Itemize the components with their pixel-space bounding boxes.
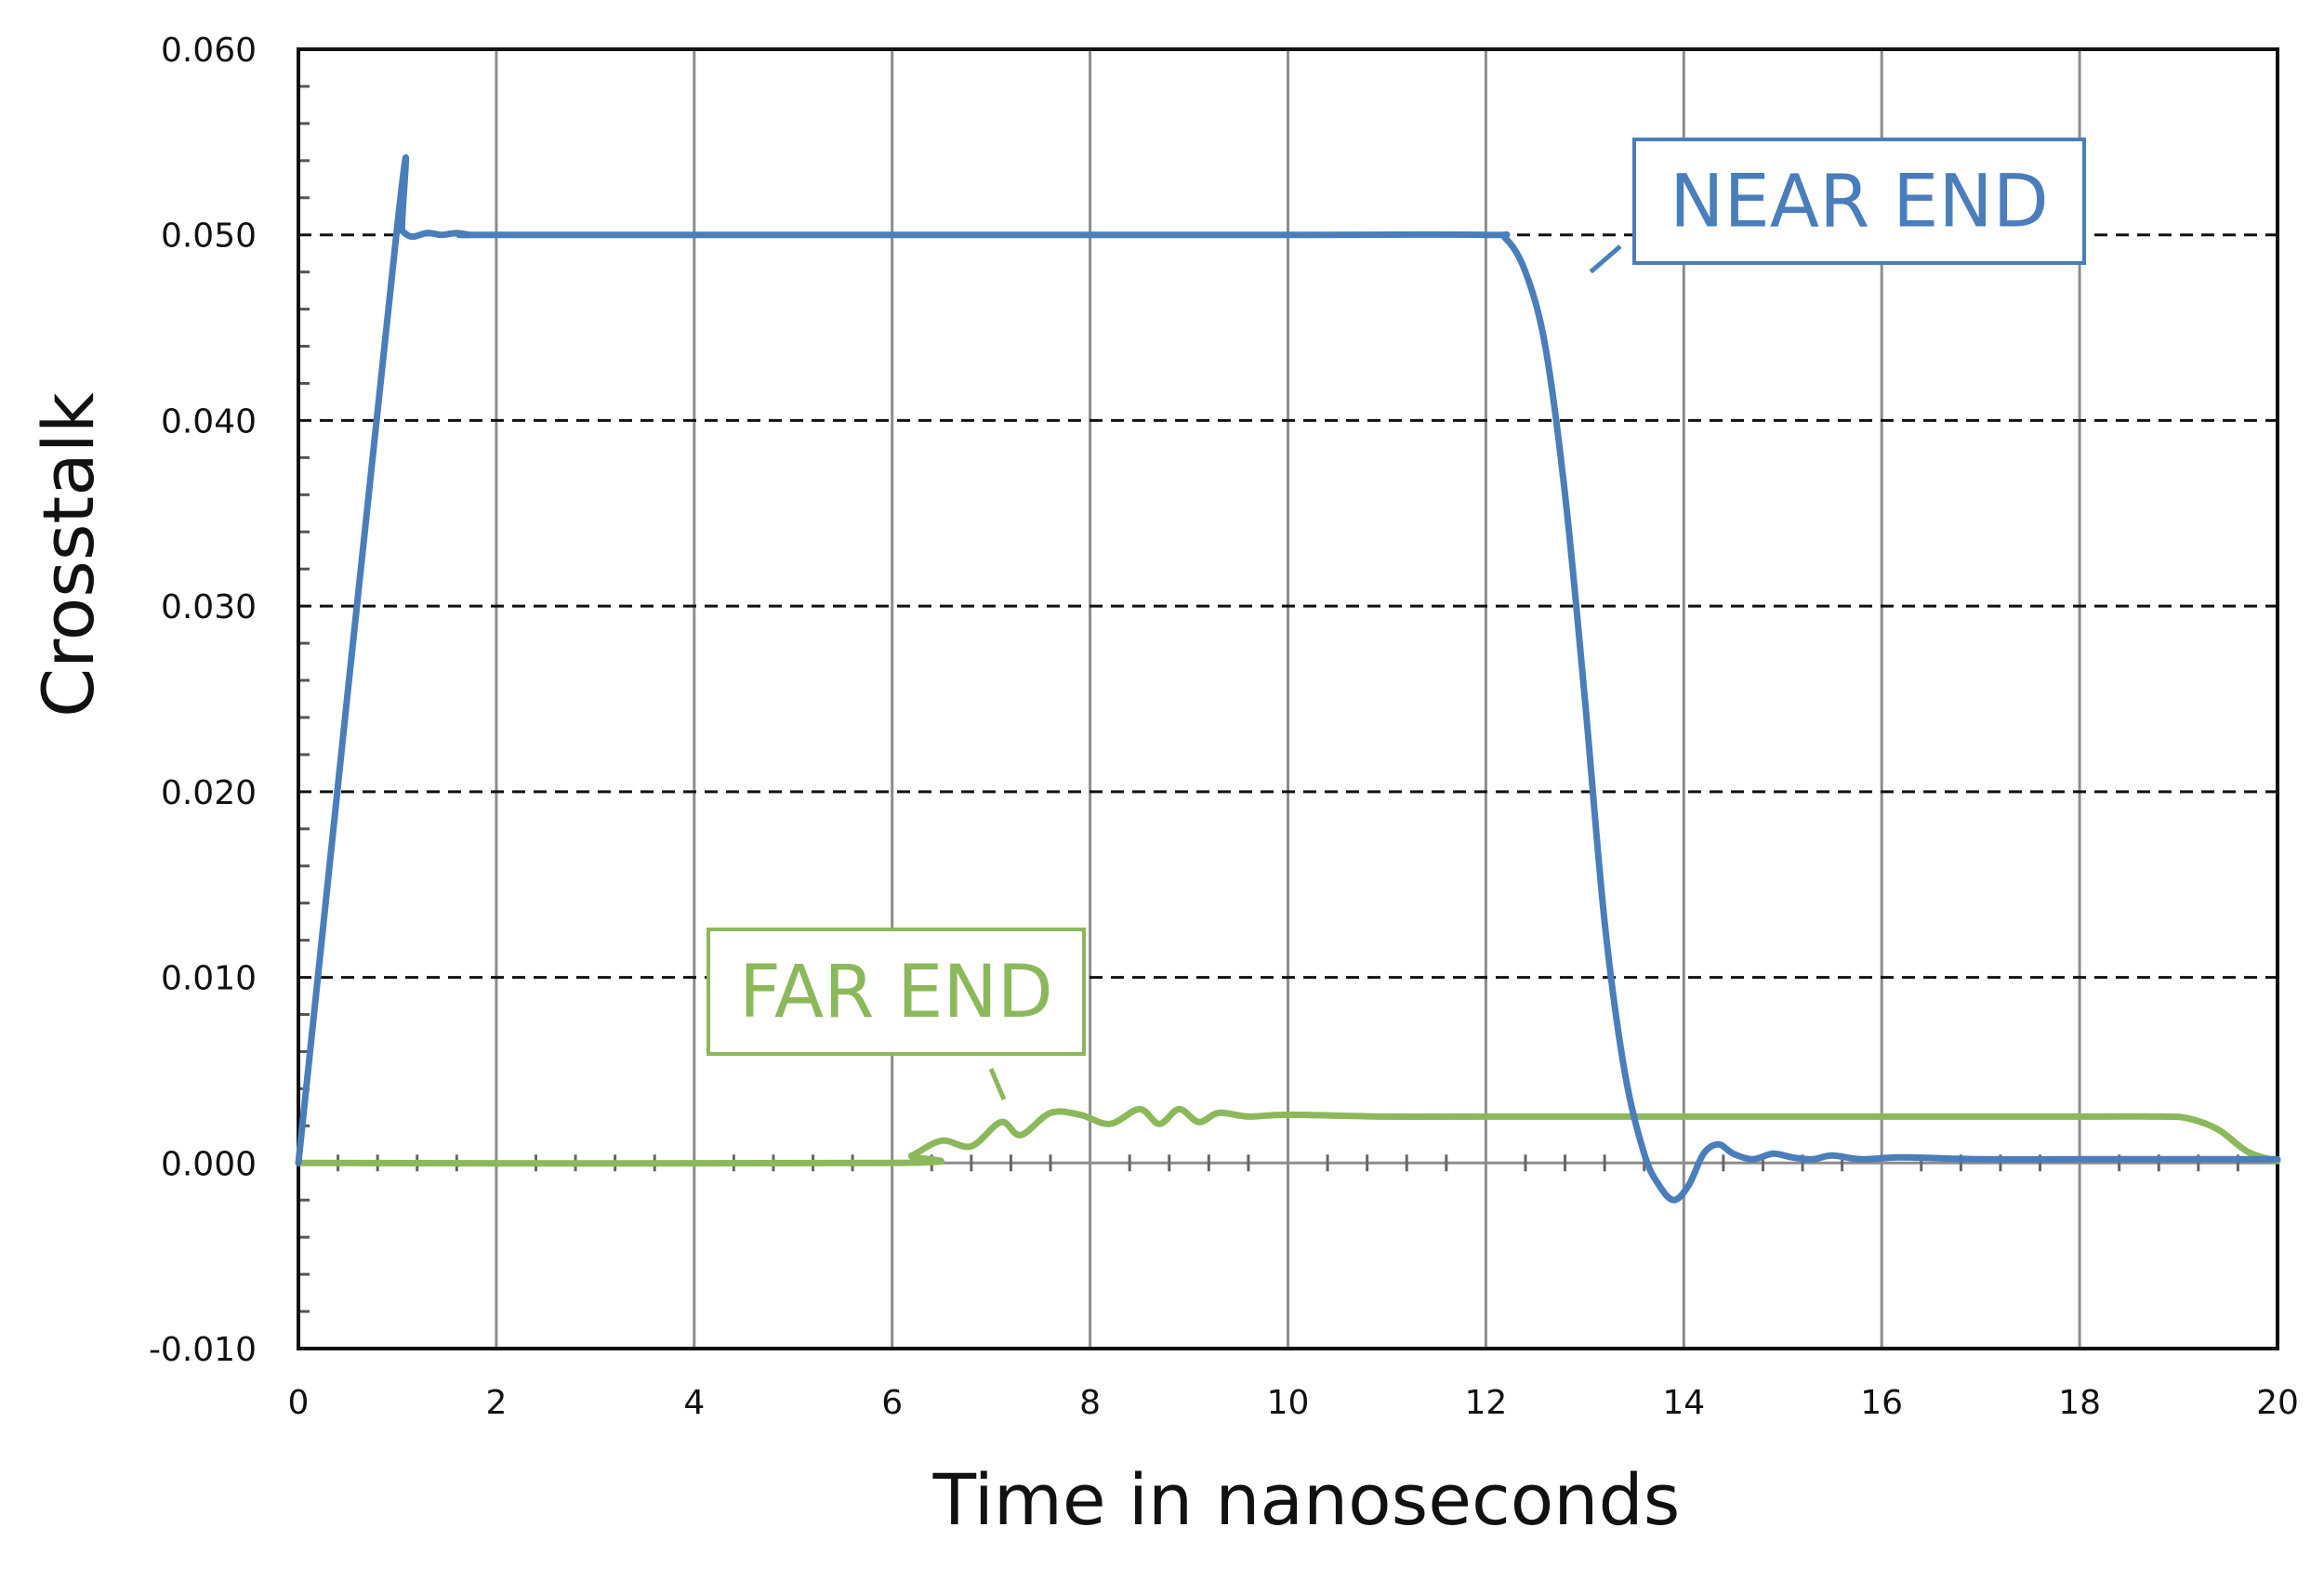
x-tick-label: 20 [2256,1384,2299,1422]
x-tick-label: 8 [1079,1384,1101,1422]
x-tick-label: 0 [288,1384,310,1422]
x-tick-label: 2 [485,1384,507,1422]
y-tick-label: 0.060 [161,32,257,70]
y-tick-label: 0.030 [161,588,257,626]
far-end-series-line [295,1105,2281,1167]
y-tick-label: 0.010 [161,960,257,998]
x-tick-label: 10 [1267,1384,1310,1422]
near-end-label: NEAR END [1670,161,2049,244]
y-tick-label: -0.010 [149,1331,257,1369]
near-end-callout: NEAR END [1584,138,2086,278]
y-tick-label: 0.000 [161,1145,257,1183]
x-tick-label: 4 [683,1384,705,1422]
x-tick-label: 14 [1662,1384,1705,1422]
series-layer [295,154,2281,1204]
x-tick-label: 16 [1860,1384,1903,1422]
near-end-series-line [295,154,2281,1204]
plot-frame [297,47,2279,1350]
grid-layer [298,49,2278,1349]
far-end-label-box [706,928,1086,1056]
x-axis-title: Time in nanoseconds [932,1458,1681,1541]
x-tick-label: 18 [2058,1384,2101,1422]
tick-label-layer: 0 2 4 6 8 10 12 14 16 18 20 -0.010 0.000 0.010 0.020 0.… [149,32,2299,1422]
y-tick-label: 0.020 [161,774,257,812]
minor-ticks [298,85,2239,1313]
y-tick-label: 0.040 [161,402,257,441]
y-tick-label: 0.050 [161,217,257,256]
near-end-label-box [1632,138,2086,265]
y-axis-title: Crosstalk [27,392,110,718]
near-end-leader-line [1584,244,1622,278]
far-end-label: FAR END [739,951,1053,1034]
x-tick-label: 12 [1464,1384,1507,1422]
x-tick-label: 6 [881,1384,903,1422]
far-end-callout: FAR END [706,928,1086,1100]
far-end-leader-line [988,1068,1007,1100]
